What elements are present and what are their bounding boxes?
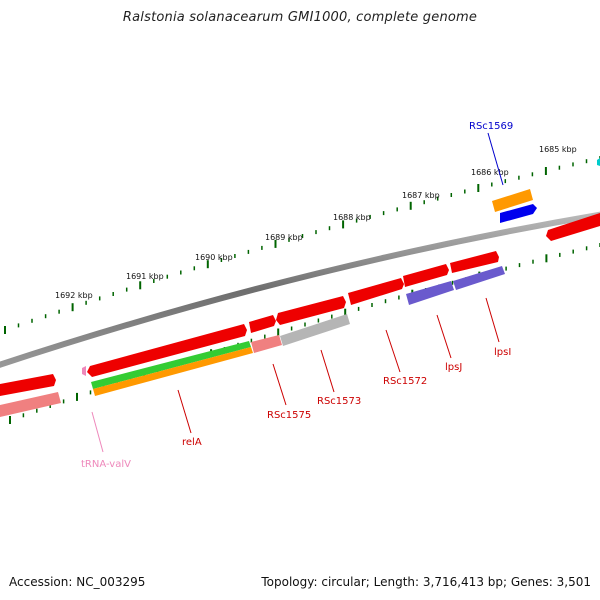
gene-rela-arrow bbox=[87, 324, 247, 377]
gene-label-rsc1573: RSc1573 bbox=[317, 396, 361, 407]
gene-lpsi-arrow bbox=[450, 251, 499, 273]
callout-line-rsc1575 bbox=[272, 363, 287, 406]
callout-line-rsc1573 bbox=[320, 349, 335, 393]
gene-rsc1573-arrow bbox=[276, 296, 346, 325]
gene-rela-orange-bar bbox=[93, 347, 253, 396]
kbp-label-1687: 1687 kbp bbox=[402, 191, 440, 200]
kbp-tick-row-upper bbox=[4, 156, 600, 334]
genome-stats-label: Topology: circular; Length: 3,716,413 bp… bbox=[261, 575, 591, 589]
kbp-label-1685: 1685 kbp bbox=[539, 145, 577, 154]
gene-label-rsc1572: RSc1572 bbox=[383, 376, 427, 387]
accession-label: Accession: NC_003295 bbox=[9, 575, 146, 589]
gene-rsc1573-reverse-bar bbox=[280, 314, 350, 346]
gene-label-rsc1569: RSc1569 bbox=[469, 121, 513, 132]
reverse-strand-features bbox=[0, 266, 505, 417]
gene-label-rsc1575: RSc1575 bbox=[267, 410, 311, 421]
gene-left-reverse-bar bbox=[0, 392, 61, 417]
gene-trna-valv-marker bbox=[82, 366, 86, 376]
callout-line-lpsi bbox=[485, 297, 500, 343]
kbp-label-1692: 1692 kbp bbox=[55, 291, 93, 300]
gene-label-trna-valv: tRNA-valV bbox=[81, 459, 131, 470]
gene-rsc1572-arrow bbox=[348, 278, 404, 305]
gene-rela-green-bar bbox=[91, 341, 251, 389]
kbp-label-1688: 1688 kbp bbox=[333, 213, 371, 222]
gene-lpsj-reverse-bar bbox=[406, 281, 454, 305]
callout-line-rsc1572 bbox=[385, 329, 401, 373]
genome-backbone bbox=[0, 211, 600, 368]
gene-feature-right-edge bbox=[546, 213, 600, 241]
callout-line-lpsj bbox=[436, 314, 452, 359]
gene-label-lpsi: lpsI bbox=[494, 347, 511, 358]
callout-line-trna-valv bbox=[91, 411, 104, 453]
kbp-label-1690: 1690 kbp bbox=[195, 253, 233, 262]
gene-rsc1569-arrow bbox=[500, 204, 537, 223]
gene-feature-left-edge bbox=[0, 374, 56, 396]
gene-lpsi-reverse-bar bbox=[453, 266, 505, 290]
callout-line-rela bbox=[177, 389, 192, 434]
kbp-label-1689: 1689 kbp bbox=[265, 233, 303, 242]
gene-label-rela: relA bbox=[182, 437, 202, 448]
gene-rsc1569-bar bbox=[492, 189, 533, 212]
gene-rsc1575-reverse-bar bbox=[251, 335, 282, 353]
gene-rsc1575-arrow bbox=[249, 315, 276, 333]
gene-label-lpsj: lpsJ bbox=[445, 362, 462, 373]
forward-strand-features bbox=[0, 189, 600, 396]
kbp-label-1691: 1691 kbp bbox=[126, 272, 164, 281]
genome-title: Ralstonia solanacearum GMI1000, complete… bbox=[122, 10, 478, 25]
gene-lpsj-arrow bbox=[403, 264, 449, 287]
callout-line-rsc1569 bbox=[487, 132, 504, 186]
kbp-label-1686: 1686 kbp bbox=[471, 168, 509, 177]
feature-cyan-edge bbox=[597, 158, 600, 166]
